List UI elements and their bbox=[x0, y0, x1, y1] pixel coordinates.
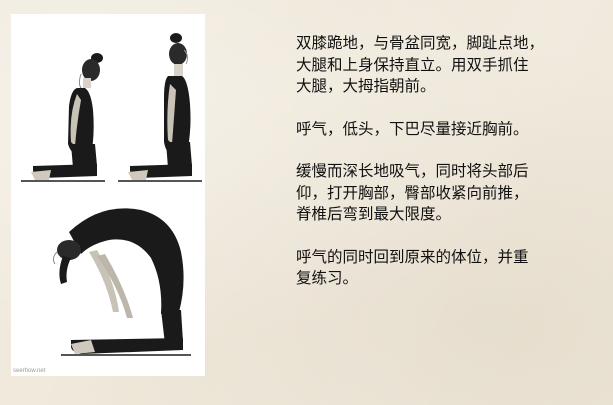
pose-illustration-panel: seerhow.net bbox=[11, 14, 205, 376]
instruction-step-2: 呼气，低头，下巴尽量接近胸前。 bbox=[296, 119, 529, 138]
figure-kneeling-head-down-drawing bbox=[21, 53, 105, 182]
instruction-step-3: 缓慢而深长地吸气，同时将头部后 仰，打开胸部，臀部收紧向前推， 脊椎后弯到最大限… bbox=[296, 162, 529, 223]
image-watermark: seerhow.net bbox=[13, 368, 46, 374]
figure-camel-backbend bbox=[11, 192, 205, 376]
figure-kneeling-head-down bbox=[11, 14, 108, 192]
instruction-text-panel: 双膝跪地，与骨盆同宽，脚趾点地， 大腿和上身保持直立。用双手抓住 大腿，大拇指朝… bbox=[296, 33, 596, 311]
figure-kneeling-upright-drawing bbox=[118, 33, 202, 182]
instruction-step-4: 呼气的同时回到原来的体位，并重 复练习。 bbox=[296, 247, 529, 288]
figure-kneeling-upright bbox=[108, 14, 205, 192]
instruction-step-1: 双膝跪地，与骨盆同宽，脚趾点地， 大腿和上身保持直立。用双手抓住 大腿，大拇指朝… bbox=[296, 34, 545, 95]
figure-camel-backbend-drawing bbox=[52, 208, 191, 356]
